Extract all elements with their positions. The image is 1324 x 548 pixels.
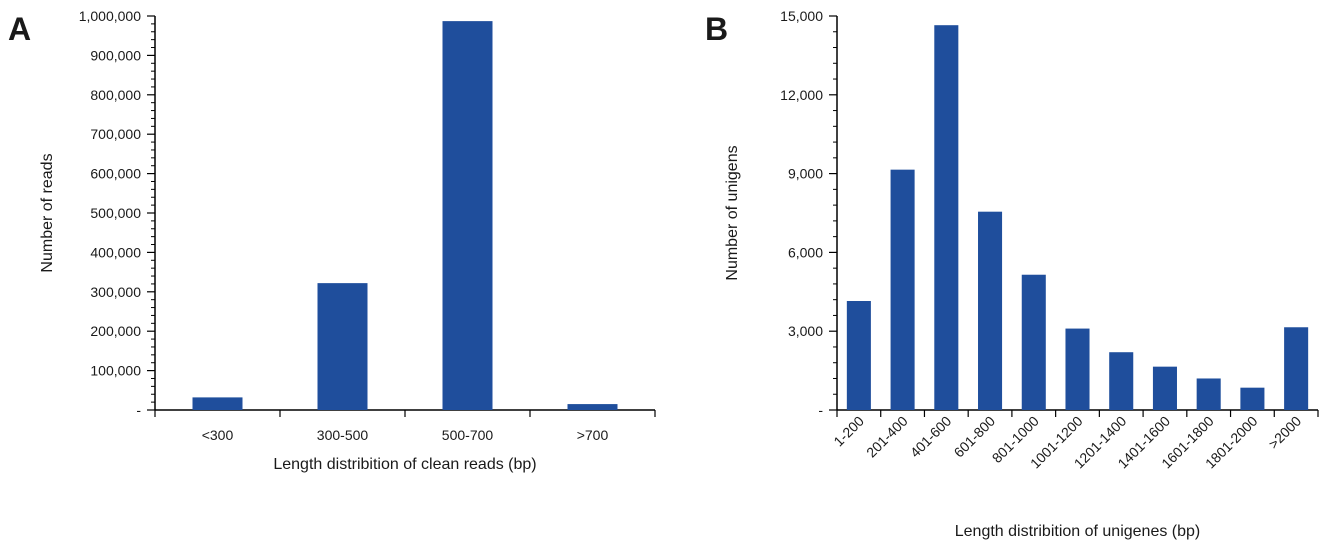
y-tick-label: 400,000 [90,244,141,260]
x-tick-label: 1-200 [830,413,867,450]
y-tick-label: 600,000 [90,166,141,182]
y-axis-title: Number of reads [39,153,56,272]
bar-300-500 [317,283,368,410]
panel-letter: B [705,11,728,47]
bar-1001-1200 [1065,328,1090,410]
bar-1-200 [846,300,871,410]
y-tick-label: 800,000 [90,87,141,103]
y-tick-label: 100,000 [90,363,141,379]
bar-601-800 [978,211,1003,410]
y-axis-title: Number of unigens [724,145,741,280]
panel-a: A - 100,000 200,000 300,000 400,000 500,000 600… [8,8,656,473]
bar-1201-1400 [1109,352,1134,410]
panel-letter: A [8,11,31,47]
x-axis-title: Length distribition of unigenes (bp) [955,523,1201,540]
y-tick-label: 200,000 [90,323,141,339]
y-tick-label: 6,000 [788,244,823,260]
y-tick-label: 12,000 [780,87,823,103]
bar-500-700 [442,21,493,410]
y-tick-label: 15,000 [780,8,823,24]
x-tick-label: 500-700 [442,427,494,443]
x-tick-label: 401-600 [907,413,955,461]
bar->700 [567,404,618,410]
bar-201-400 [890,169,915,410]
y-tick-label: 1,000,000 [79,8,141,24]
y-tick-label: 3,000 [788,323,823,339]
y-tick-label: - [818,402,823,418]
bar-<300 [192,397,243,410]
x-tick-label: >2000 [1265,413,1304,452]
x-tick-label: <300 [202,427,234,443]
bar-1801-2000 [1240,387,1265,410]
y-tick-label: - [136,402,141,418]
bar-401-600 [934,25,959,411]
x-tick-label: 300-500 [317,427,369,443]
bar-1401-1600 [1152,366,1177,410]
x-axis-title: Length distribition of clean reads (bp) [273,456,536,473]
panel-b: B - 3,000 6,000 9,000 12,000 15,000 1-200201-40… [705,8,1319,540]
y-tick-label: 900,000 [90,47,141,63]
bar->2000 [1284,327,1309,410]
y-tick-label: 700,000 [90,126,141,142]
y-tick-label: 9,000 [788,166,823,182]
y-tick-label: 300,000 [90,284,141,300]
x-tick-label: 201-400 [863,413,911,461]
bar-801-1000 [1021,274,1046,410]
x-tick-label: >700 [577,427,609,443]
y-tick-label: 500,000 [90,205,141,221]
bar-1601-1800 [1196,378,1221,410]
